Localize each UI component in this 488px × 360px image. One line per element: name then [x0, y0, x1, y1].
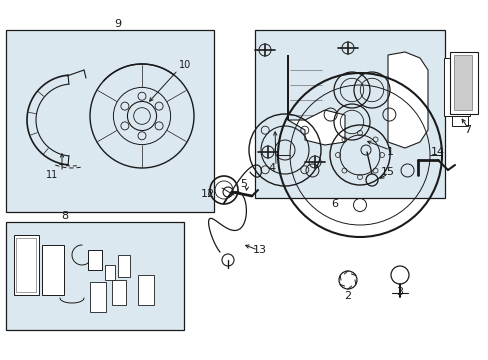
Bar: [443, 58, 469, 116]
Polygon shape: [387, 52, 427, 148]
Text: 15: 15: [380, 167, 394, 177]
Text: 11: 11: [46, 170, 58, 180]
Text: 2: 2: [344, 291, 351, 301]
Polygon shape: [287, 55, 345, 145]
Text: 10: 10: [179, 60, 191, 70]
Text: 5: 5: [240, 179, 247, 189]
Text: 3: 3: [396, 287, 403, 297]
Text: 7: 7: [464, 125, 470, 135]
Bar: [118, 255, 130, 277]
Text: 13: 13: [252, 245, 266, 255]
Bar: [451, 116, 467, 126]
Text: 9: 9: [114, 19, 122, 29]
Text: 1: 1: [386, 147, 393, 157]
Text: 8: 8: [61, 211, 68, 221]
Bar: [6, 30, 214, 212]
Bar: [112, 280, 126, 305]
Bar: [88, 250, 102, 270]
Bar: [14, 235, 39, 295]
Bar: [138, 275, 154, 305]
Bar: [453, 55, 471, 110]
Text: 6: 6: [331, 199, 338, 209]
Text: 14: 14: [430, 147, 444, 157]
Bar: [42, 245, 64, 295]
Bar: [6, 222, 183, 330]
Bar: [16, 238, 36, 292]
Bar: [449, 52, 477, 114]
Bar: [254, 30, 444, 198]
Text: 12: 12: [201, 189, 215, 199]
Bar: [90, 282, 106, 312]
Text: 4: 4: [268, 163, 275, 173]
Bar: [105, 265, 115, 280]
